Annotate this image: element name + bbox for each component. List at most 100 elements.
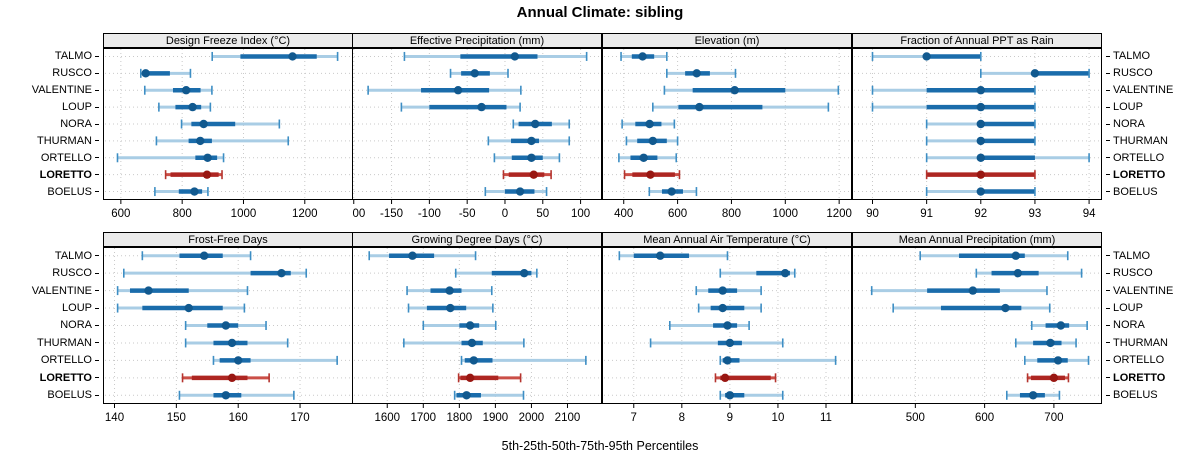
x-tick-label: 0 [502, 208, 508, 220]
x-tick-label: 600 [111, 208, 130, 220]
station-label: BOELUS [1106, 183, 1200, 200]
median-dot [227, 373, 237, 383]
median-dot [221, 321, 231, 330]
median-dot [199, 251, 209, 260]
station-label: ORTELLO [1106, 149, 1200, 166]
panel-body-svg [352, 247, 602, 404]
median-dot [190, 187, 199, 196]
station-axis-tick [1106, 123, 1110, 125]
x-tick-label: 1900 [483, 412, 509, 424]
x-tick-label: 800 [722, 208, 741, 220]
station-label: VALENTINE [1106, 82, 1200, 99]
median-dot [288, 52, 297, 61]
station-name: BOELUS [47, 389, 92, 402]
station-name: ORTELLO [40, 354, 92, 367]
percentile-caption: 5th-25th-50th-75th-95th Percentiles [501, 439, 699, 453]
x-tick-label: 91 [920, 208, 933, 220]
station-axis-tick [95, 89, 99, 91]
station-axis-tick [95, 106, 99, 108]
station-name: RUSCO [1113, 67, 1153, 80]
x-tick-label: 700 [1044, 412, 1063, 424]
panel-strip: Growing Degree Days (°C) [352, 232, 602, 247]
median-dot [408, 251, 417, 260]
panel-x-axis: 90 91 92 93 94 [866, 200, 1096, 220]
panel-strip: Mean Annual Precipitation (mm) [852, 232, 1102, 247]
station-axis-tick [1106, 290, 1110, 292]
median-dot [976, 170, 985, 179]
station-name: TALMO [1113, 249, 1151, 262]
median-dot [730, 86, 739, 95]
station-name: TALMO [1113, 50, 1151, 63]
panel-border [352, 48, 602, 200]
panel-strip: Effective Precipitation (mm) [352, 33, 602, 48]
median-dot [976, 86, 985, 95]
x-tick-label: 1700 [410, 412, 436, 424]
x-tick-label: 90 [866, 208, 879, 220]
station-name: VALENTINE [1113, 284, 1174, 297]
median-dot [515, 187, 525, 196]
station-name: ORTELLO [1113, 151, 1165, 164]
median-dot [646, 170, 655, 179]
median-dot [725, 338, 735, 348]
x-tick-label: 600 [668, 208, 687, 220]
station-axis-tick [1106, 55, 1110, 57]
station-axis-tick [1106, 255, 1110, 257]
median-dot [695, 102, 704, 112]
station-axis-tick [1106, 191, 1110, 193]
panel-border [852, 247, 1102, 404]
station-label: BOELUS [0, 183, 99, 200]
station-name: VALENTINE [1113, 84, 1174, 97]
station-name: ORTELLO [1113, 354, 1165, 367]
station-label: TALMO [0, 48, 99, 65]
station-label: THURMAN [1106, 334, 1200, 351]
x-tick-label: 1200 [292, 208, 318, 220]
median-dot [720, 373, 730, 383]
x-tick-label: 400 [614, 208, 633, 220]
median-dot [692, 69, 701, 78]
median-dot [1056, 321, 1066, 330]
station-label: NORA [1106, 317, 1200, 334]
station-axis-tick [1106, 394, 1110, 396]
station-axis-tick [1106, 157, 1110, 159]
median-dot [199, 119, 208, 129]
median-dot [445, 286, 454, 295]
median-dot [446, 303, 455, 313]
median-dot [527, 153, 536, 162]
station-label: VALENTINE [1106, 282, 1200, 299]
x-tick-label: 100 [571, 208, 590, 220]
x-tick-label: 600 [975, 412, 994, 424]
station-label: ORTELLO [0, 352, 99, 369]
station-label: LORETTO [1106, 166, 1200, 183]
station-label: LORETTO [0, 166, 99, 183]
median-dot [976, 187, 985, 196]
station-name: RUSCO [52, 67, 92, 80]
median-dot [477, 102, 486, 112]
median-dot [638, 52, 647, 61]
x-tick-label: 50 [536, 208, 549, 220]
chart-title: Annual Climate: sibling [516, 4, 684, 21]
median-dot [510, 52, 520, 61]
x-tick-label: -150 [380, 208, 403, 220]
station-name: THURMAN [37, 134, 92, 147]
station-axis-tick [95, 55, 99, 57]
panel-strip: Fraction of Annual PPT as Rain [852, 33, 1102, 48]
median-dot [529, 170, 538, 179]
median-dot [234, 356, 243, 365]
median-dot [968, 286, 978, 295]
median-dot [1053, 356, 1063, 365]
median-dot [202, 170, 212, 179]
station-name: THURMAN [1113, 134, 1168, 147]
station-axis-tick [1106, 359, 1110, 361]
panel-strip: Elevation (m) [602, 33, 852, 48]
median-dot [469, 356, 478, 365]
median-dot [667, 187, 676, 196]
station-axis-tick [95, 359, 99, 361]
median-dot [718, 303, 727, 313]
x-tick-label: 170 [290, 412, 309, 424]
station-name: LORETTO [1113, 168, 1166, 181]
median-dot [645, 119, 654, 129]
median-dot [221, 391, 231, 400]
median-dot [141, 69, 150, 78]
median-dot [922, 52, 931, 61]
